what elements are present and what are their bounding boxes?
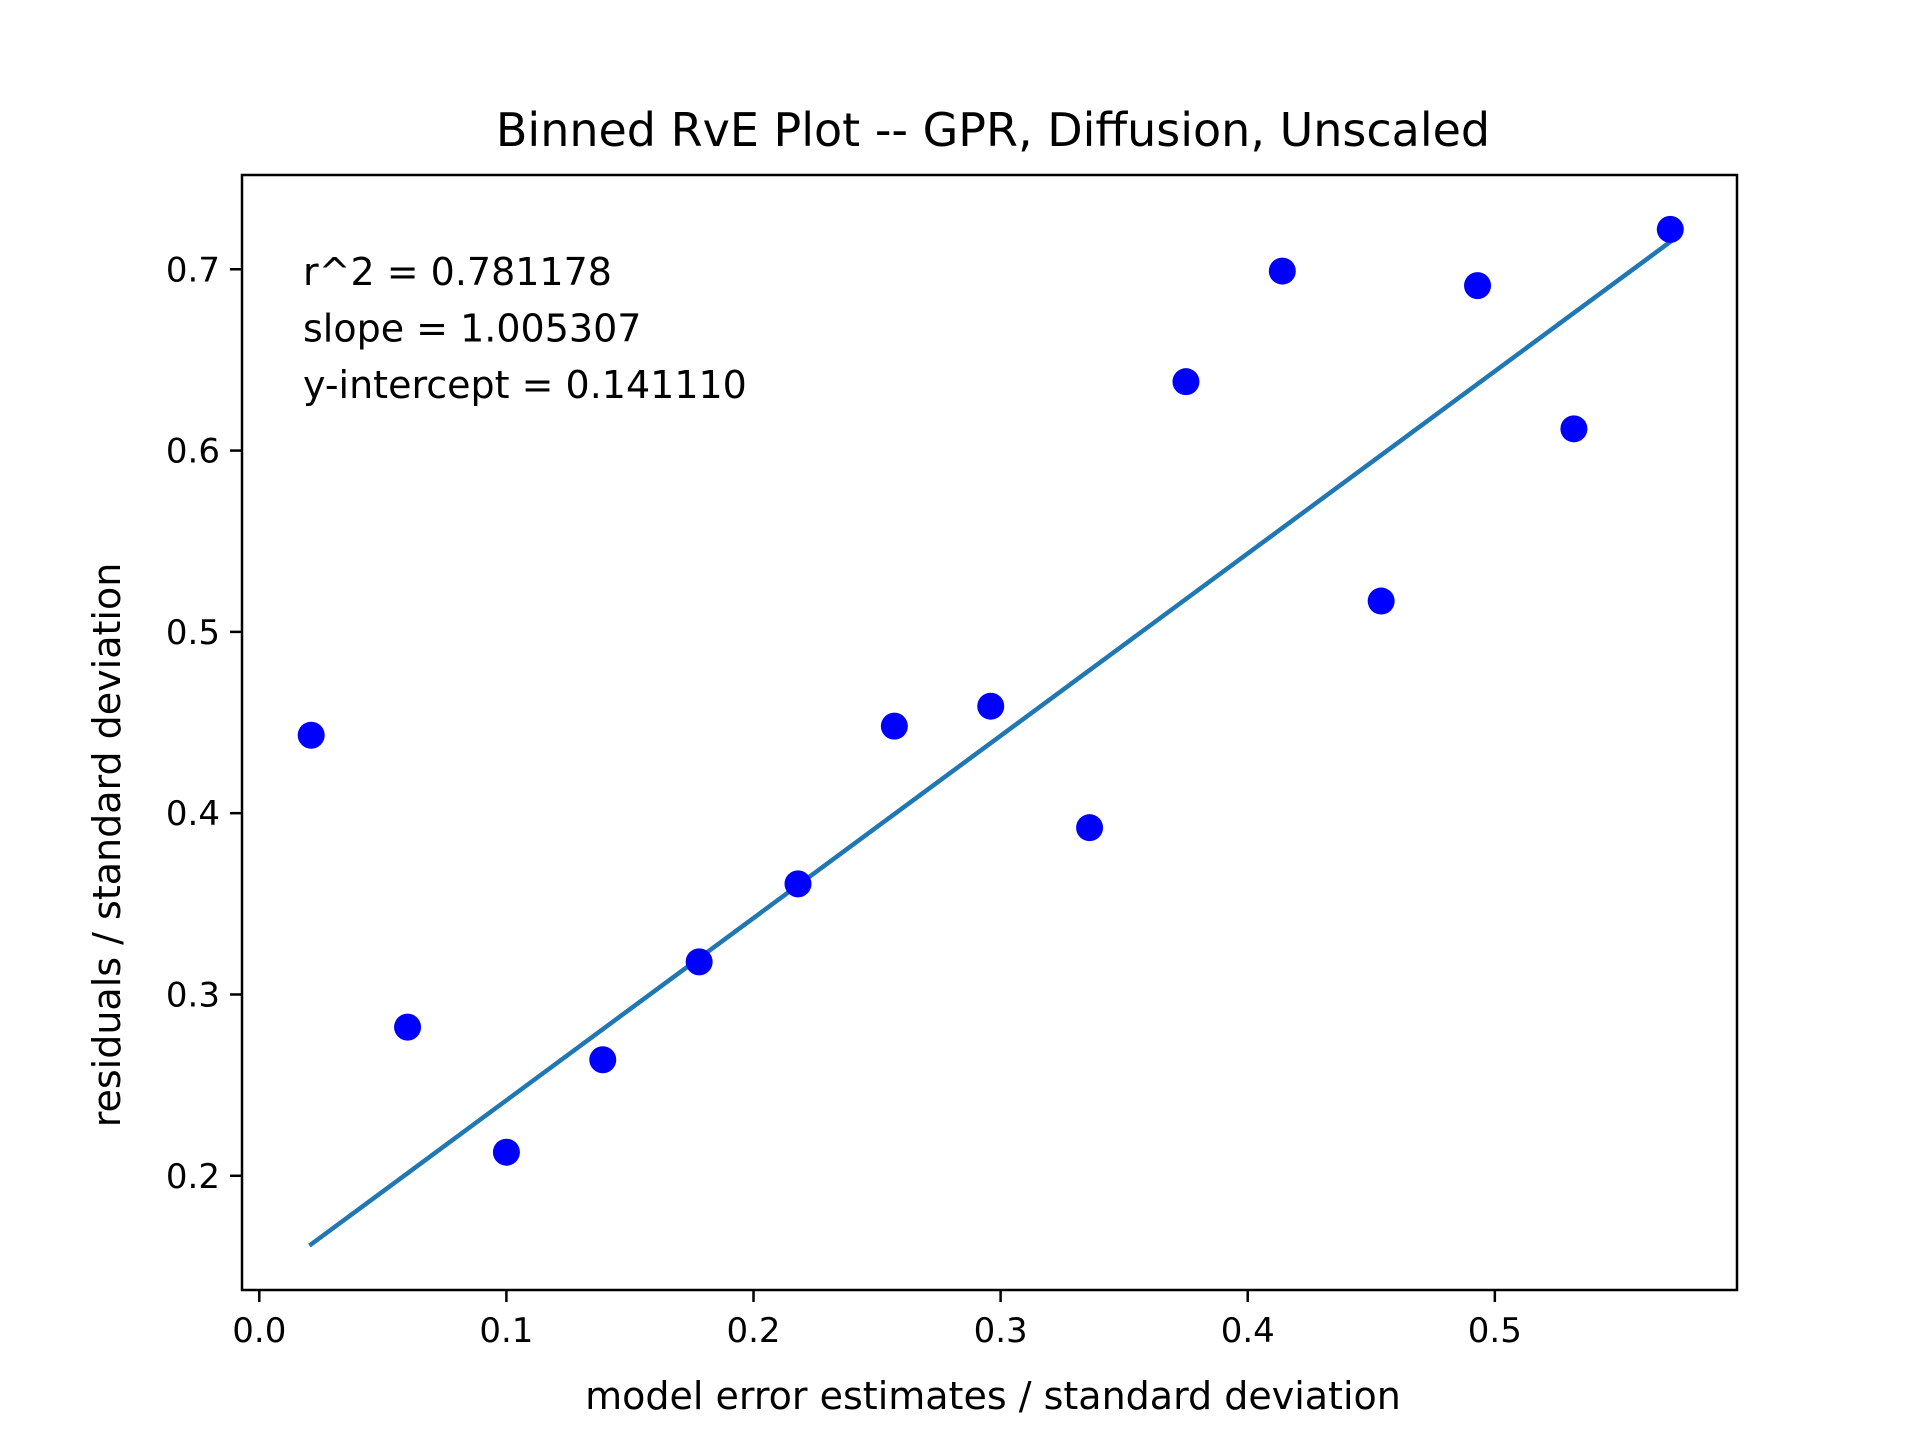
data-point (1172, 368, 1200, 396)
annotation-text: y-intercept = 0.141110 (303, 363, 747, 407)
x-axis-label: model error estimates / standard deviati… (585, 1374, 1401, 1418)
chart-title: Binned RvE Plot -- GPR, Diffusion, Unsca… (496, 103, 1490, 157)
axes-frame (240, 173, 1739, 1292)
data-point (1268, 257, 1296, 285)
data-point (685, 948, 713, 976)
y-tick-label: 0.6 (166, 432, 220, 472)
y-axis-label: residuals / standard deviation (85, 563, 129, 1128)
x-tick-label: 0.5 (1468, 1311, 1522, 1351)
data-point (1367, 587, 1395, 615)
x-tick-label: 0.4 (1221, 1311, 1275, 1351)
y-tick-label: 0.7 (166, 250, 220, 290)
data-point (1560, 415, 1588, 443)
x-tick-label: 0.0 (232, 1311, 286, 1351)
y-tick-label: 0.2 (166, 1157, 220, 1197)
x-tick-label: 0.2 (726, 1311, 780, 1351)
y-tick-label: 0.4 (166, 794, 220, 834)
x-tick-label: 0.3 (974, 1311, 1028, 1351)
data-point (1656, 215, 1684, 243)
data-point (880, 712, 908, 740)
data-point (784, 870, 812, 898)
data-point (589, 1046, 617, 1074)
plot-area: 0.0 0.1 0.2 0.3 0.4 0.5 0.2 0.3 0.4 0.5 0.6 0.7 r^2 … (166, 173, 1739, 1351)
fit-line (308, 238, 1674, 1248)
y-tick-label: 0.3 (166, 975, 220, 1015)
data-point (977, 692, 1005, 720)
y-tick-label: 0.5 (166, 613, 220, 653)
annotation-text: r^2 = 0.781178 (303, 250, 612, 294)
data-point (1076, 814, 1104, 842)
annotation-text: slope = 1.005307 (303, 307, 641, 351)
x-tick-label: 0.1 (479, 1311, 533, 1351)
data-point (1464, 272, 1492, 300)
data-point (394, 1013, 422, 1041)
data-point (492, 1138, 520, 1166)
data-point (297, 721, 325, 749)
